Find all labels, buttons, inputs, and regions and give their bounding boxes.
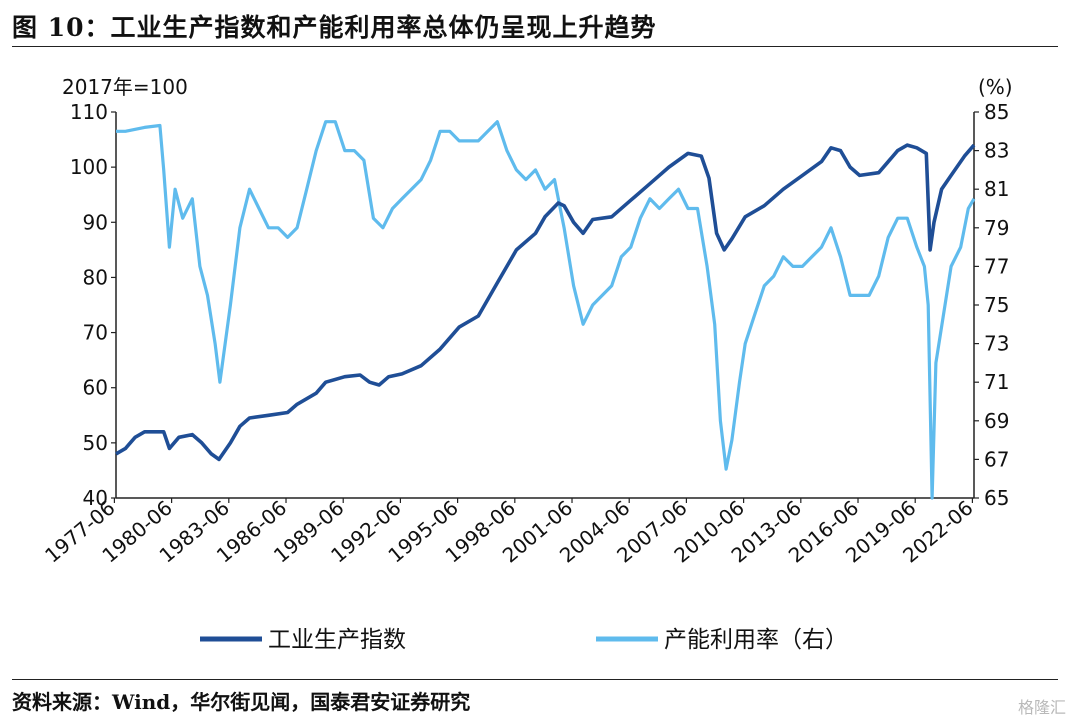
y-left-tick-label-7: 40 xyxy=(83,486,108,510)
y-right-tick-label-1: 83 xyxy=(984,139,1009,163)
x-ticks: 1977-061980-061983-061986-061989-061992-… xyxy=(40,495,977,567)
bottom-rule xyxy=(12,679,1058,680)
y-right-tick-label-8: 69 xyxy=(984,409,1009,433)
y-left-tick-label-1: 100 xyxy=(70,155,108,179)
y-right-tick-label-2: 81 xyxy=(984,177,1009,201)
y-right-tick-label-10: 65 xyxy=(984,486,1009,510)
watermark: 格隆汇 xyxy=(1017,698,1066,717)
y-right-ticks: 85 83 81 79 77 75 73 71 69 67 65 xyxy=(974,100,1009,510)
y-left-tick-label-0: 110 xyxy=(70,100,108,124)
source-note: 资料来源：Wind，华尔街见闻，国泰君安证券研究 xyxy=(12,690,471,714)
y-left-tick-label-6: 50 xyxy=(83,431,108,455)
series-line-capacity-utilization xyxy=(116,120,976,500)
axes-group: 2017年=100 (%) xyxy=(62,75,1013,499)
y-left-unit-label: 2017年=100 xyxy=(62,75,188,99)
y-left-ticks: 110 100 90 80 70 60 50 40 xyxy=(70,100,116,510)
y-right-tick-label-9: 67 xyxy=(984,447,1009,471)
y-left-tick-label-2: 90 xyxy=(83,210,108,234)
y-right-tick-label-7: 71 xyxy=(984,370,1009,394)
figure-title: 图 10：工业生产指数和产能利用率总体仍呈现上升趋势 xyxy=(12,13,657,42)
y-left-tick-label-4: 70 xyxy=(83,321,108,345)
y-right-tick-label-6: 73 xyxy=(984,332,1009,356)
legend-label-industrial-production: 工业生产指数 xyxy=(268,627,406,653)
series-line-industrial-production xyxy=(115,143,976,462)
legend: 工业生产指数 产能利用率（右） xyxy=(200,627,848,653)
y-right-tick-label-3: 79 xyxy=(984,216,1009,240)
y-right-tick-label-0: 85 xyxy=(984,100,1009,124)
series-layer xyxy=(115,120,976,500)
y-left-tick-label-5: 60 xyxy=(83,376,108,400)
legend-label-capacity-utilization: 产能利用率（右） xyxy=(664,627,848,653)
top-rule xyxy=(12,46,1058,47)
y-right-tick-label-4: 77 xyxy=(984,254,1009,278)
y-right-unit-label: (%) xyxy=(978,75,1013,99)
y-left-tick-label-3: 80 xyxy=(83,265,108,289)
y-right-tick-label-5: 75 xyxy=(984,293,1009,317)
